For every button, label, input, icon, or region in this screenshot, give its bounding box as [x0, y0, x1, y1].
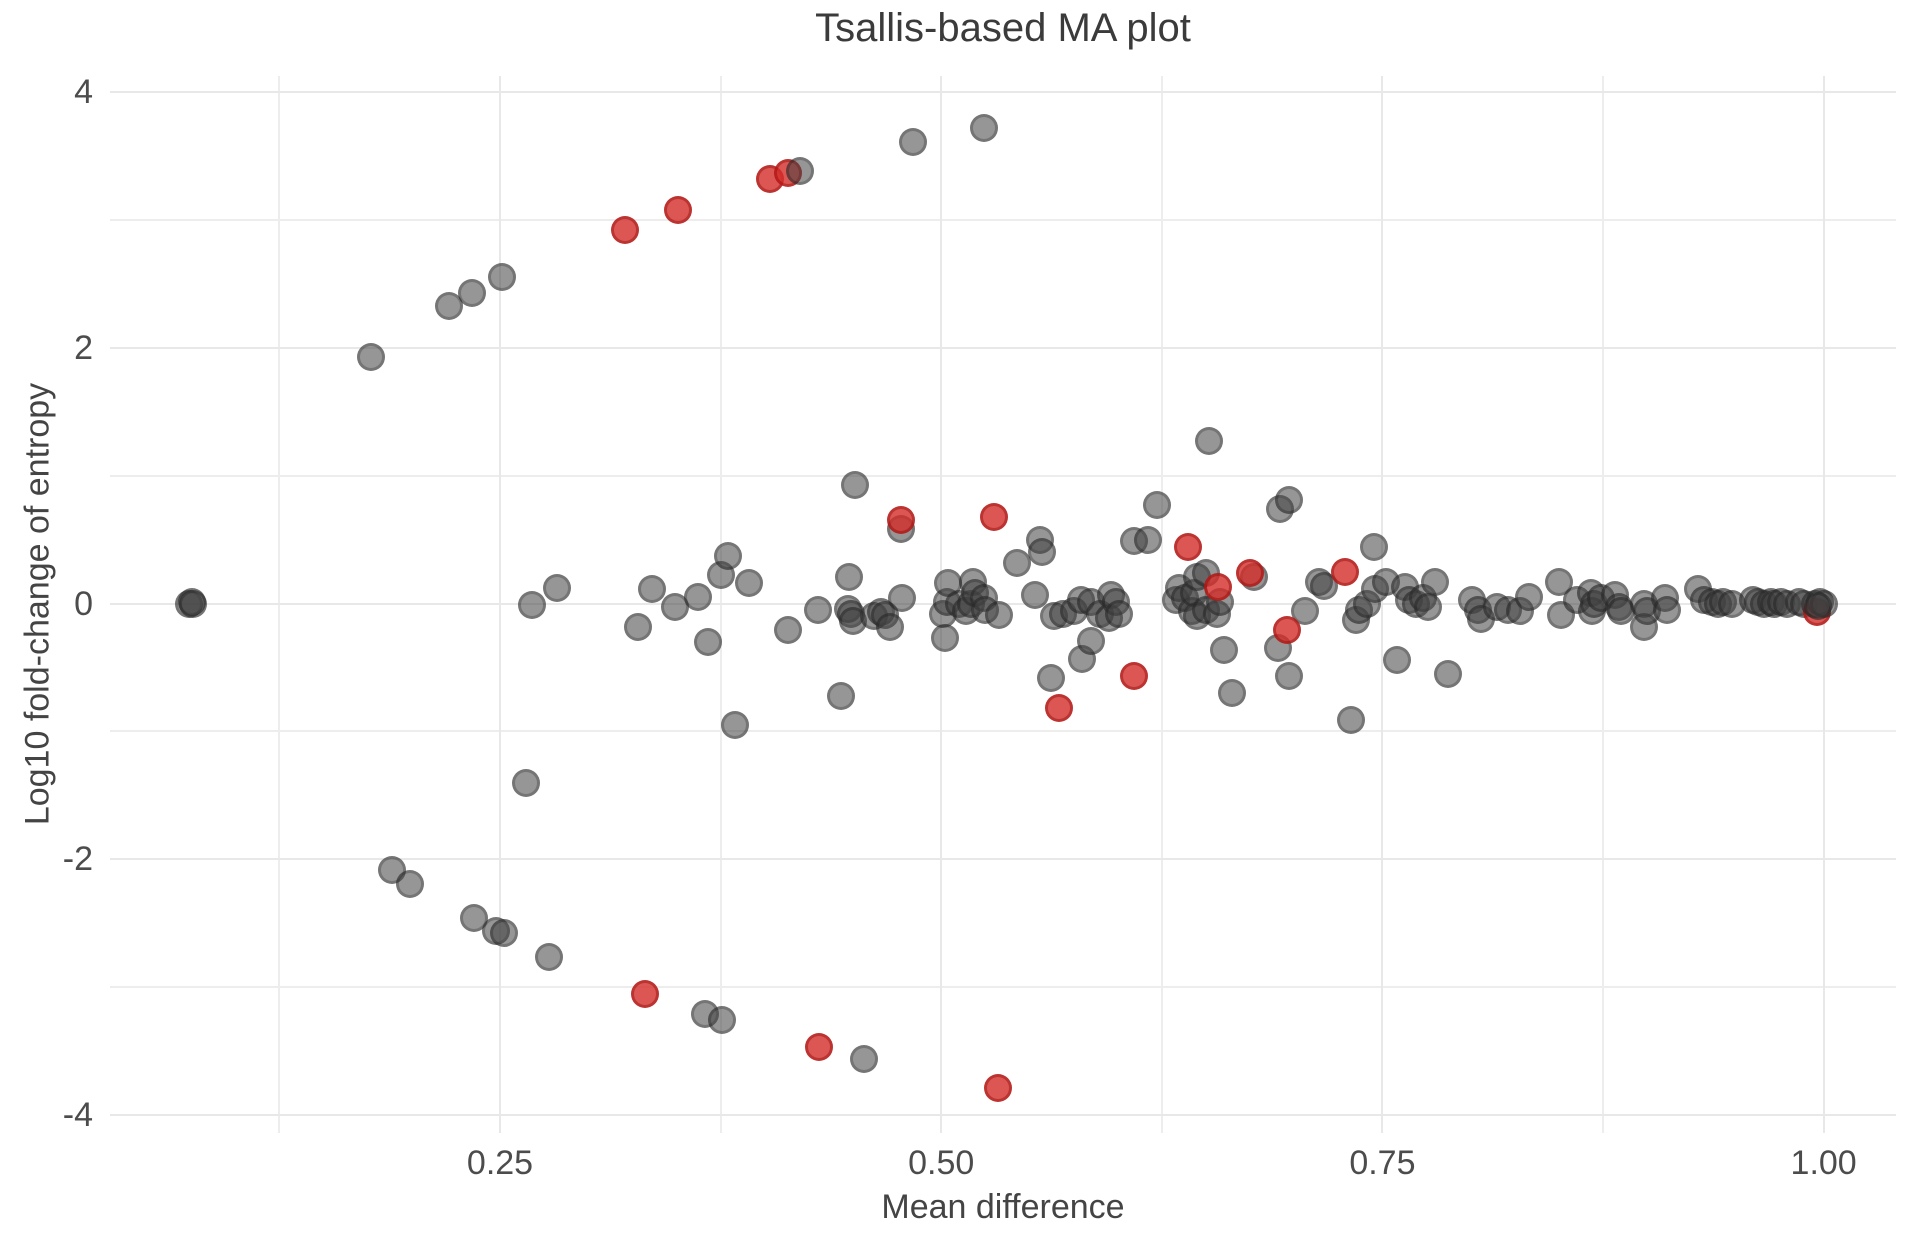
x-tick-label: 0.50 [908, 1144, 975, 1182]
data-point-highlighted[interactable] [1204, 572, 1233, 601]
data-point[interactable] [1105, 599, 1134, 628]
data-point[interactable] [898, 127, 927, 156]
data-point[interactable] [357, 342, 386, 371]
data-point[interactable] [1133, 525, 1162, 554]
data-point[interactable] [396, 869, 425, 898]
h-minor-gridline [110, 474, 1896, 477]
data-point[interactable] [1544, 567, 1573, 596]
data-point-highlighted[interactable] [664, 195, 693, 224]
data-point[interactable] [1359, 533, 1388, 562]
h-minor-gridline [110, 730, 1896, 733]
y-axis-title: Log10 fold-change of entropy [18, 382, 57, 826]
data-point[interactable] [517, 590, 546, 619]
data-point[interactable] [1421, 567, 1450, 596]
x-axis-title: Mean difference [881, 1188, 1125, 1226]
plot-area [110, 76, 1896, 1133]
data-point-highlighted[interactable] [980, 502, 1009, 531]
data-point[interactable] [1218, 679, 1247, 708]
data-point-highlighted[interactable] [1331, 557, 1360, 586]
data-point[interactable] [1433, 659, 1462, 688]
data-point[interactable] [489, 919, 518, 948]
data-point-highlighted[interactable] [1119, 662, 1148, 691]
data-point[interactable] [660, 593, 689, 622]
data-point[interactable] [457, 278, 486, 307]
data-point[interactable] [969, 113, 998, 142]
data-point[interactable] [1514, 583, 1543, 612]
data-point[interactable] [683, 583, 712, 612]
data-point[interactable] [1652, 595, 1681, 624]
y-tick-label: 2 [74, 328, 93, 367]
data-point[interactable] [623, 612, 652, 641]
data-point[interactable] [178, 590, 207, 619]
data-point[interactable] [773, 616, 802, 645]
data-point[interactable] [1546, 601, 1575, 630]
data-point[interactable] [1020, 580, 1049, 609]
data-point[interactable] [930, 624, 959, 653]
data-point[interactable] [1274, 485, 1303, 514]
x-tick-label: 0.25 [466, 1144, 534, 1182]
data-point[interactable] [1274, 662, 1303, 691]
data-point[interactable] [803, 595, 832, 624]
h-major-gridline [110, 858, 1896, 861]
data-point[interactable] [434, 291, 463, 320]
data-point[interactable] [840, 470, 869, 499]
data-point[interactable] [1142, 491, 1171, 520]
x-tick-label: 1.00 [1790, 1144, 1857, 1182]
h-minor-gridline [110, 218, 1896, 221]
data-point[interactable] [637, 575, 666, 604]
data-point[interactable] [1290, 597, 1319, 626]
data-point[interactable] [985, 601, 1014, 630]
data-point[interactable] [786, 157, 815, 186]
data-point[interactable] [826, 681, 855, 710]
data-point[interactable] [1077, 626, 1106, 655]
data-point[interactable] [1195, 427, 1224, 456]
y-tick-label: -2 [62, 840, 93, 879]
y-tick-label: 0 [74, 584, 93, 623]
data-point[interactable] [1003, 548, 1032, 577]
data-point[interactable] [1414, 593, 1443, 622]
data-point[interactable] [888, 584, 917, 613]
data-point-highlighted[interactable] [630, 979, 659, 1008]
data-point-highlighted[interactable] [1236, 558, 1265, 587]
data-point[interactable] [535, 942, 564, 971]
data-point[interactable] [1804, 592, 1833, 621]
h-major-gridline [110, 1114, 1896, 1117]
data-point[interactable] [849, 1044, 878, 1073]
data-point[interactable] [1336, 705, 1365, 734]
chart-title: Tsallis-based MA plot [815, 6, 1191, 50]
data-point-highlighted[interactable] [1045, 694, 1074, 723]
data-point[interactable] [708, 1006, 737, 1035]
x-tick-label: 0.75 [1349, 1144, 1416, 1182]
data-point[interactable] [876, 612, 905, 641]
data-point[interactable] [734, 569, 763, 598]
data-point[interactable] [713, 542, 742, 571]
data-point-highlighted[interactable] [983, 1074, 1012, 1103]
data-point[interactable] [1310, 571, 1339, 600]
data-point[interactable] [1027, 538, 1056, 567]
data-point[interactable] [512, 768, 541, 797]
data-point[interactable] [542, 574, 571, 603]
data-point-highlighted[interactable] [611, 216, 640, 245]
data-point-highlighted[interactable] [1174, 533, 1203, 562]
h-major-gridline [110, 346, 1896, 349]
data-point[interactable] [835, 562, 864, 591]
h-minor-gridline [110, 986, 1896, 989]
y-tick-label: -4 [62, 1096, 93, 1135]
data-point[interactable] [694, 627, 723, 656]
y-tick-label: 4 [74, 72, 93, 111]
data-point-highlighted[interactable] [886, 506, 915, 535]
data-point-highlighted[interactable] [805, 1033, 834, 1062]
data-point-highlighted[interactable] [1273, 616, 1302, 645]
h-major-gridline [110, 90, 1896, 93]
data-point[interactable] [1382, 645, 1411, 674]
data-point[interactable] [1036, 663, 1065, 692]
data-point[interactable] [487, 263, 516, 292]
data-point[interactable] [1209, 635, 1238, 664]
data-point[interactable] [378, 855, 407, 884]
data-point[interactable] [720, 711, 749, 740]
